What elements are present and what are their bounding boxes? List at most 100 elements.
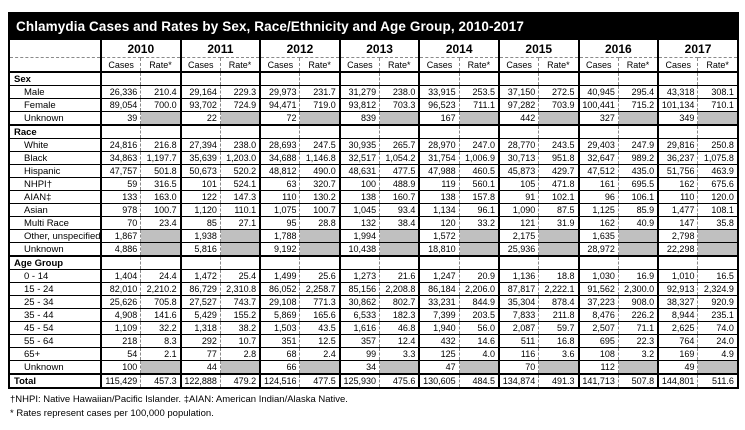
- cases-subheader-2013: Cases: [338, 57, 380, 73]
- rate-cell: [697, 242, 738, 256]
- cases-cell: 351: [259, 334, 300, 348]
- rate-cell: 265.7: [379, 138, 420, 152]
- rate-cell: 488.9: [379, 177, 420, 191]
- row-label: Age Group: [9, 255, 102, 270]
- cases-cell: [179, 71, 221, 86]
- data-row-female: Female 89,054 700.0 93,702 724.9 94,471 719.0 9…: [9, 98, 738, 112]
- rate-cell: 477.5: [379, 164, 420, 178]
- data-row-0-14: 0 - 14 1,404 24.4 1,472 25.4 1,499 25.6 1,273 21…: [9, 269, 738, 283]
- row-label: Black: [9, 151, 102, 165]
- rate-cell: 501.8: [140, 164, 181, 178]
- rate-cell: 250.8: [697, 138, 738, 152]
- cases-cell: 29,973: [259, 85, 300, 99]
- rate-cell: 165.6: [299, 308, 340, 322]
- rate-cell: [140, 360, 181, 374]
- cases-cell: 5,869: [259, 308, 300, 322]
- cases-cell: 1,273: [338, 269, 380, 283]
- cases-cell: 116: [497, 347, 539, 361]
- row-label: 55 - 64: [9, 334, 102, 348]
- cases-cell: 92,913: [657, 282, 698, 296]
- cases-cell: 8,944: [657, 308, 698, 322]
- data-row-55-64: 55 - 64 218 8.3 292 10.7 351 12.5 357 12.4 432 14.…: [9, 334, 738, 348]
- cases-cell: 31,279: [338, 85, 380, 99]
- cases-subheader-2014: Cases: [418, 57, 460, 73]
- cases-cell: 48,631: [338, 164, 380, 178]
- rate-cell: [617, 360, 659, 374]
- rate-cell: 2,206.0: [458, 282, 499, 296]
- cases-cell: 34,688: [259, 151, 300, 165]
- rate-cell: [219, 124, 261, 139]
- cases-cell: 327: [577, 111, 619, 125]
- row-label: Sex: [9, 71, 102, 86]
- cases-cell: 105: [497, 177, 539, 191]
- rate-cell: 2,300.0: [617, 282, 659, 296]
- rate-cell: [379, 124, 420, 139]
- cases-cell: 43,318: [657, 85, 698, 99]
- rate-cell: 2.1: [140, 347, 181, 361]
- section-row-race: Race: [9, 124, 738, 139]
- rate-cell: 28.8: [299, 216, 340, 230]
- rate-cell: 920.9: [697, 295, 738, 309]
- data-row-15-24: 15 - 24 82,010 2,210.2 86,729 2,310.8 86,052 2…: [9, 282, 738, 296]
- rate-cell: [458, 242, 499, 256]
- cases-cell: 1,472: [179, 269, 221, 283]
- cases-cell: 112: [577, 360, 619, 374]
- rate-cell: 100.7: [140, 203, 181, 217]
- rate-cell: 710.1: [697, 98, 738, 112]
- rate-cell: [538, 111, 579, 125]
- cases-cell: 51,756: [657, 164, 698, 178]
- cases-cell: 2,798: [657, 229, 698, 243]
- cases-cell: 1,867: [100, 229, 141, 243]
- cases-cell: 28,770: [497, 138, 539, 152]
- rate-cell: 108.1: [697, 203, 738, 217]
- empty-corner-cell: [9, 57, 101, 73]
- rate-cell: [458, 71, 499, 86]
- rate-cell: 703.9: [538, 98, 579, 112]
- row-label: Male: [9, 85, 102, 99]
- cases-cell: 100: [338, 177, 380, 191]
- rate-cell: 226.2: [617, 308, 659, 322]
- rate-cell: [299, 360, 340, 374]
- row-label: 65+: [9, 347, 102, 361]
- cases-cell: [657, 124, 698, 139]
- rate-cell: 1,054.2: [379, 151, 420, 165]
- cases-cell: 132: [338, 216, 380, 230]
- cases-cell: 121: [497, 216, 539, 230]
- footnote-rate-definition: * Rates represent cases per 100,000 popu…: [10, 407, 214, 419]
- data-row-black: Black 34,863 1,197.7 35,639 1,203.0 34,688 1,1…: [9, 151, 738, 165]
- rate-cell: 457.3: [140, 373, 181, 388]
- rate-cell: [219, 242, 261, 256]
- data-row-nhpi-: NHPI† 59 316.5 101 524.1 63 320.7 100 488.9 119 56…: [9, 177, 738, 191]
- rate-cell: 20.9: [458, 269, 499, 283]
- rate-cell: 31.9: [538, 216, 579, 230]
- cases-cell: 108: [577, 347, 619, 361]
- cases-cell: [100, 124, 141, 139]
- rate-cell: 16.8: [538, 334, 579, 348]
- cases-cell: [100, 71, 141, 86]
- cases-cell: 29,816: [657, 138, 698, 152]
- cases-cell: [497, 71, 539, 86]
- cases-cell: 27,527: [179, 295, 221, 309]
- cases-cell: [577, 71, 619, 86]
- rate-cell: [219, 360, 261, 374]
- rate-cell: 2,210.2: [140, 282, 181, 296]
- rate-cell: 23.4: [140, 216, 181, 230]
- rate-cell: [617, 229, 659, 243]
- rate-cell: 524.1: [219, 177, 261, 191]
- rate-cell: 110.1: [219, 203, 261, 217]
- row-label: 35 - 44: [9, 308, 102, 322]
- rate-cell: 71.1: [617, 321, 659, 335]
- cases-cell: 39: [100, 111, 141, 125]
- rate-cell: [299, 255, 340, 270]
- rate-cell: 507.8: [617, 373, 659, 388]
- rate-cell: [458, 255, 499, 270]
- cases-cell: 161: [577, 177, 619, 191]
- cases-cell: 167: [418, 111, 460, 125]
- cases-cell: 1,010: [657, 269, 698, 283]
- rate-cell: 93.4: [379, 203, 420, 217]
- rate-cell: 22.3: [617, 334, 659, 348]
- rate-cell: 157.8: [458, 190, 499, 204]
- cases-cell: [338, 124, 380, 139]
- rate-cell: 951.8: [538, 151, 579, 165]
- cases-cell: 93,702: [179, 98, 221, 112]
